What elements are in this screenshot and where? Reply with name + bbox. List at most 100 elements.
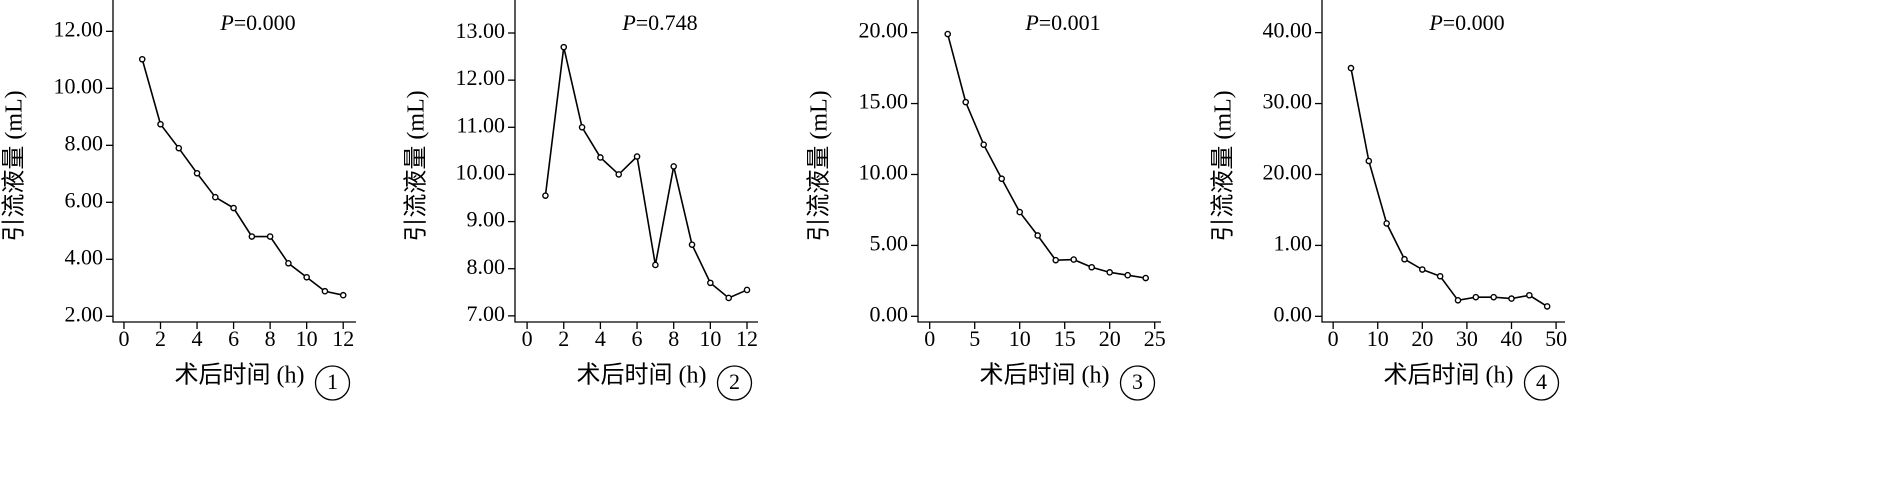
data-point bbox=[1034, 232, 1041, 239]
annotation-value: =0.000 bbox=[234, 10, 296, 35]
annotation-value: =0.748 bbox=[636, 10, 698, 35]
y-tick-label: 9.00 bbox=[467, 207, 506, 232]
data-point bbox=[248, 233, 256, 240]
y-tick-label: 8.00 bbox=[65, 130, 104, 155]
annotation: P=0.000 bbox=[1428, 10, 1504, 35]
y-tick-label: 2.00 bbox=[65, 301, 104, 326]
data-point bbox=[303, 273, 310, 281]
x-tick-label: 2 bbox=[558, 326, 569, 351]
data-point bbox=[1436, 272, 1444, 280]
data-point bbox=[266, 233, 274, 240]
data-point bbox=[670, 163, 678, 170]
data-point bbox=[230, 204, 237, 212]
y-tick-label: 13.00 bbox=[456, 18, 506, 43]
x-tick-label: 10 bbox=[699, 326, 721, 351]
x-tick-label: 8 bbox=[265, 326, 276, 351]
annotation-symbol: P bbox=[621, 10, 635, 35]
data-point bbox=[652, 261, 659, 269]
data-point bbox=[560, 43, 568, 51]
x-tick-label: 6 bbox=[228, 326, 239, 351]
data-point bbox=[138, 55, 146, 63]
data-point bbox=[1419, 266, 1426, 273]
data-point bbox=[633, 153, 641, 160]
x-tick-label: 25 bbox=[1144, 326, 1166, 351]
data-point bbox=[998, 175, 1006, 183]
data-point bbox=[1490, 293, 1497, 301]
data-point bbox=[1088, 263, 1095, 271]
y-tick-label: 12.00 bbox=[54, 16, 104, 41]
panel-circle bbox=[314, 365, 351, 401]
data-point bbox=[339, 291, 347, 299]
data-point bbox=[578, 123, 586, 131]
data-point bbox=[725, 294, 732, 302]
y-tick-label: 20.00 bbox=[859, 18, 909, 43]
y-tick-label: 10.00 bbox=[456, 159, 506, 184]
data-point bbox=[1383, 220, 1390, 227]
data-point bbox=[1401, 255, 1408, 263]
y-tick-label: 15.00 bbox=[859, 89, 909, 114]
data-point bbox=[743, 286, 751, 294]
data-point bbox=[1106, 269, 1113, 276]
y-tick-label: 10.00 bbox=[859, 160, 909, 185]
y-tick-label: 40.00 bbox=[1263, 18, 1313, 43]
panel-circle bbox=[716, 365, 753, 401]
x-tick-label: 30 bbox=[1456, 326, 1478, 351]
data-point bbox=[212, 193, 219, 201]
x-tick-label: 0 bbox=[522, 326, 533, 351]
data-line bbox=[141, 59, 344, 296]
data-point bbox=[1454, 296, 1462, 304]
y-axis-label: 引流液量 (mL) bbox=[403, 90, 430, 241]
x-tick-label: 4 bbox=[595, 326, 606, 351]
panel-label: 2 bbox=[729, 369, 740, 394]
data-point bbox=[157, 120, 164, 128]
data-point bbox=[542, 192, 549, 199]
y-tick-label: 11.00 bbox=[456, 112, 505, 137]
x-tick-label: 20 bbox=[1411, 326, 1433, 351]
data-point bbox=[1124, 271, 1131, 279]
x-tick-label: 20 bbox=[1099, 326, 1121, 351]
x-tick-label: 0 bbox=[1328, 326, 1339, 351]
data-point bbox=[1526, 291, 1533, 299]
data-point bbox=[1508, 295, 1515, 302]
y-tick-label: 20.00 bbox=[1263, 160, 1313, 185]
x-tick-label: 2 bbox=[155, 326, 166, 351]
x-tick-label: 15 bbox=[1054, 326, 1076, 351]
panel-label: 4 bbox=[1536, 369, 1547, 394]
x-tick-label: 12 bbox=[332, 326, 354, 351]
y-tick-label: 0.00 bbox=[870, 301, 909, 326]
data-point bbox=[285, 259, 292, 267]
data-point bbox=[707, 279, 714, 287]
x-tick-label: 10 bbox=[1367, 326, 1389, 351]
x-tick-label: 40 bbox=[1500, 326, 1522, 351]
panel-label: 1 bbox=[327, 369, 338, 394]
x-tick-label: 50 bbox=[1545, 326, 1567, 351]
y-tick-label: 7.00 bbox=[467, 301, 506, 326]
x-tick-label: 10 bbox=[1009, 326, 1031, 351]
data-point bbox=[1543, 303, 1551, 310]
data-point bbox=[962, 98, 970, 106]
annotation-symbol: P bbox=[1024, 10, 1038, 35]
annotation-symbol: P bbox=[1428, 10, 1442, 35]
data-point bbox=[1472, 293, 1480, 301]
y-tick-label: 1.00 bbox=[1274, 230, 1313, 255]
x-tick-label: 5 bbox=[969, 326, 980, 351]
axes bbox=[917, 0, 1161, 323]
panel-circle bbox=[1523, 365, 1560, 401]
x-axis-label: 术后时间 (h) bbox=[980, 362, 1110, 389]
annotation-symbol: P bbox=[219, 10, 233, 35]
x-tick-label: 6 bbox=[632, 326, 643, 351]
annotation: P=0.001 bbox=[1024, 10, 1100, 35]
data-line bbox=[1350, 67, 1548, 308]
axes bbox=[112, 0, 356, 323]
data-point bbox=[1347, 64, 1355, 72]
x-tick-label: 12 bbox=[736, 326, 758, 351]
y-tick-label: 5.00 bbox=[870, 230, 909, 255]
y-tick-label: 6.00 bbox=[65, 187, 104, 212]
axes bbox=[514, 0, 758, 323]
data-point bbox=[1070, 256, 1077, 263]
x-tick-label: 10 bbox=[296, 326, 318, 351]
y-tick-label: 4.00 bbox=[65, 244, 104, 269]
y-tick-label: 10.00 bbox=[54, 73, 104, 98]
data-point bbox=[688, 241, 696, 248]
